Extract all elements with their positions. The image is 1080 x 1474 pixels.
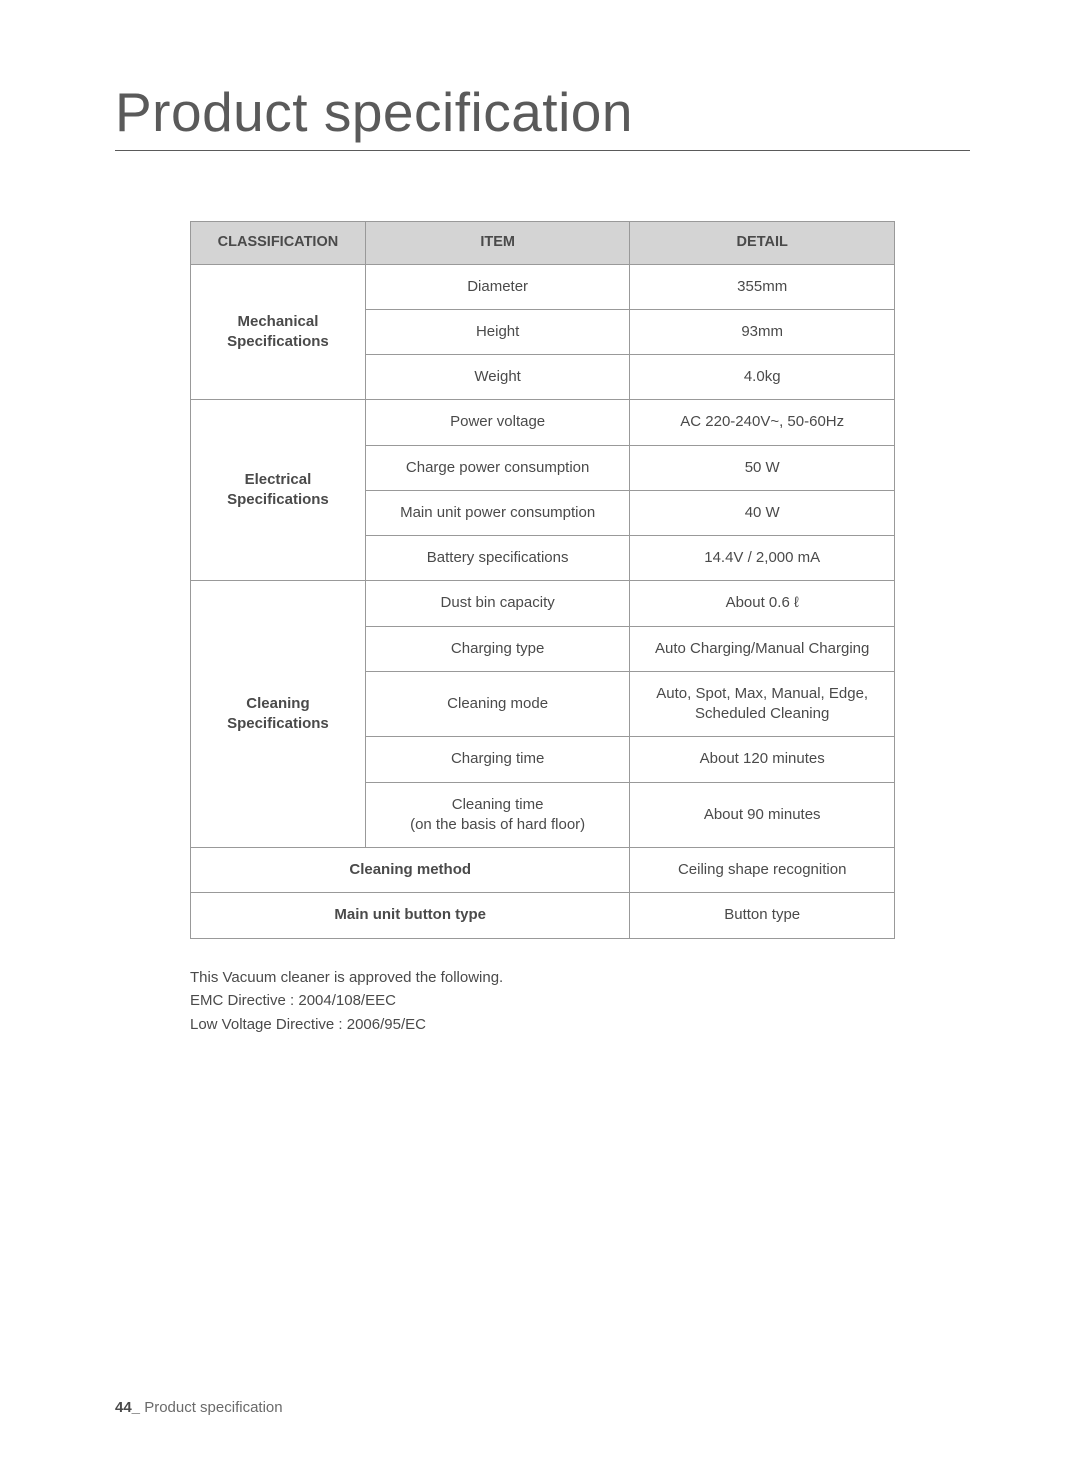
detail-cell: AC 220-240V~, 50-60Hz [630, 400, 895, 445]
classification-item-merged-cell: Main unit button type [191, 893, 630, 938]
detail-cell: Ceiling shape recognition [630, 848, 895, 893]
detail-cell: 4.0kg [630, 355, 895, 400]
footer-section: Product specification [140, 1399, 283, 1416]
table-row: MechanicalSpecificationsDiameter355mm [191, 264, 895, 309]
table-row: ElectricalSpecificationsPower voltageAC … [191, 400, 895, 445]
approval-notes: This Vacuum cleaner is approved the foll… [190, 967, 895, 1037]
item-cell: Cleaning time(on the basis of hard floor… [365, 782, 630, 848]
col-header-detail: DETAIL [630, 222, 895, 265]
item-cell: Weight [365, 355, 630, 400]
note-line: This Vacuum cleaner is approved the foll… [190, 967, 895, 990]
table-row: Main unit button typeButton type [191, 893, 895, 938]
detail-cell: Auto, Spot, Max, Manual, Edge, Scheduled… [630, 671, 895, 737]
detail-cell: 50 W [630, 445, 895, 490]
item-cell: Charging type [365, 626, 630, 671]
item-cell: Diameter [365, 264, 630, 309]
note-line: EMC Directive : 2004/108/EEC [190, 990, 895, 1013]
detail-cell: About 90 minutes [630, 782, 895, 848]
item-cell: Dust bin capacity [365, 581, 630, 626]
detail-cell: About 120 minutes [630, 737, 895, 782]
note-line: Low Voltage Directive : 2006/95/EC [190, 1014, 895, 1037]
page-number: 44_ [115, 1399, 140, 1416]
item-cell: Charge power consumption [365, 445, 630, 490]
table-row: CleaningSpecificationsDust bin capacityA… [191, 581, 895, 626]
detail-cell: 93mm [630, 309, 895, 354]
classification-cell: ElectricalSpecifications [191, 400, 366, 581]
page-title: Product specification [115, 80, 970, 151]
detail-cell: Auto Charging/Manual Charging [630, 626, 895, 671]
item-cell: Main unit power consumption [365, 490, 630, 535]
item-cell: Battery specifications [365, 536, 630, 581]
table-header-row: CLASSIFICATION ITEM DETAIL [191, 222, 895, 265]
detail-cell: About 0.6 ℓ [630, 581, 895, 626]
spec-table: CLASSIFICATION ITEM DETAIL MechanicalSpe… [190, 221, 895, 939]
item-cell: Power voltage [365, 400, 630, 445]
col-header-classification: CLASSIFICATION [191, 222, 366, 265]
classification-item-merged-cell: Cleaning method [191, 848, 630, 893]
detail-cell: 14.4V / 2,000 mA [630, 536, 895, 581]
classification-cell: CleaningSpecifications [191, 581, 366, 848]
item-cell: Charging time [365, 737, 630, 782]
detail-cell: 355mm [630, 264, 895, 309]
detail-cell: 40 W [630, 490, 895, 535]
table-body: MechanicalSpecificationsDiameter355mmHei… [191, 264, 895, 938]
page: Product specification CLASSIFICATION ITE… [0, 0, 1080, 1474]
col-header-item: ITEM [365, 222, 630, 265]
item-cell: Cleaning mode [365, 671, 630, 737]
item-cell: Height [365, 309, 630, 354]
classification-cell: MechanicalSpecifications [191, 264, 366, 400]
table-row: Cleaning methodCeiling shape recognition [191, 848, 895, 893]
page-footer: 44_ Product specification [115, 1399, 283, 1416]
detail-cell: Button type [630, 893, 895, 938]
